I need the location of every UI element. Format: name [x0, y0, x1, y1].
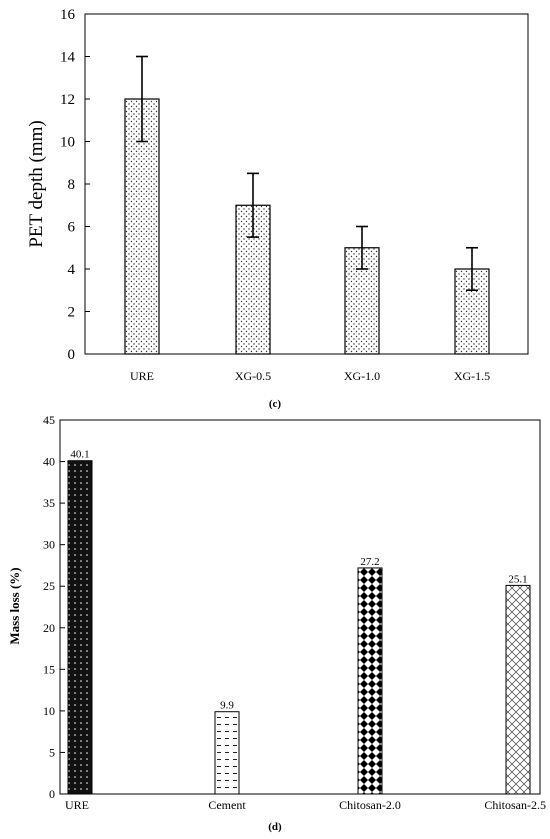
chart-c-x-tick-label: XG-1.0: [344, 369, 380, 383]
chart-d-data-label: 40.1: [70, 449, 89, 461]
chart-d-x-tick-label: Chitosan-2.0: [339, 798, 401, 812]
chart-d-caption: (d): [268, 821, 282, 833]
chart-d-bar: [357, 567, 383, 795]
chart-c-error-bar: [356, 225, 368, 270]
chart-d-bars: [67, 460, 531, 795]
chart-d-y-tick-label: 25: [43, 579, 55, 593]
chart-d-y-tick-label: 15: [43, 662, 55, 676]
chart-c-x-tick-label: XG-1.5: [454, 369, 490, 383]
chart-d-bar: [505, 584, 531, 795]
chart-c-y-tick-label: 8: [68, 177, 76, 193]
chart-d-data-label: 9.9: [220, 700, 234, 712]
chart-c-y-tick-label: 2: [68, 305, 76, 321]
chart-d-data-label: 25.1: [508, 573, 527, 585]
chart-d-y-tick-label: 0: [49, 787, 55, 801]
chart-d-x-tick-label: Chitosan-2.5: [484, 798, 546, 812]
chart-c-y-tick-label: 0: [68, 347, 76, 363]
chart-d: 40.1 9.9 27.2 25.1 0 5 10 15 20 25 30 35 40 45 URE Ce…: [7, 413, 546, 833]
chart-c-y-tick-label: 10: [60, 135, 75, 151]
chart-d-y-tick-label: 35: [43, 496, 55, 510]
chart-c-error-bar: [247, 172, 259, 238]
chart-c-x-tick-labels: URE XG-0.5 XG-1.0 XG-1.5: [130, 369, 490, 383]
chart-d-plot-frame: [59, 419, 541, 795]
chart-c-error-bar: [466, 246, 478, 292]
chart-d-y-ticks: 0 5 10 15 20 25 30 35 40 45: [43, 413, 65, 801]
chart-c-error-bar: [136, 55, 148, 143]
chart-c-y-tick-label: 4: [68, 262, 76, 278]
chart-d-y-tick-label: 20: [43, 621, 55, 635]
chart-c-y-tick-label: 12: [60, 92, 75, 108]
chart-d-x-tick-label: URE: [65, 798, 89, 812]
chart-d-data-label: 27.2: [360, 556, 379, 568]
chart-d-x-tick-labels: URE Cement Chitosan-2.0 Chitosan-2.5: [65, 798, 546, 812]
chart-c-bar: [454, 268, 490, 355]
chart-d-data-labels: 40.1 9.9 27.2 25.1: [70, 449, 527, 712]
chart-c-plot-frame: [84, 13, 529, 355]
chart-c-x-tick-label: URE: [130, 369, 154, 383]
chart-c-y-axis-label: PET depth (mm): [26, 120, 47, 247]
chart-d-y-tick-label: 10: [43, 704, 55, 718]
chart-c-caption: (c): [269, 398, 282, 410]
chart-d-y-tick-label: 45: [43, 413, 55, 427]
chart-c-y-tick-label: 14: [60, 50, 76, 66]
chart-d-y-axis-label: Mass loss (%): [7, 567, 22, 644]
chart-c-error-bars: [136, 55, 478, 292]
chart-d-x-tick-label: Cement: [208, 798, 246, 812]
chart-c-bars: [124, 98, 490, 355]
chart-d-y-tick-label: 5: [49, 745, 55, 759]
chart-c-y-tick-label: 16: [60, 7, 76, 23]
chart-d-bar: [214, 711, 240, 795]
chart-c-y-tick-label: 6: [68, 220, 76, 236]
chart-d-bar: [67, 460, 93, 795]
chart-d-y-tick-label: 40: [43, 455, 55, 469]
chart-c-x-tick-label: XG-0.5: [235, 369, 271, 383]
chart-d-y-tick-label: 30: [43, 538, 55, 552]
chart-c: 0 2 4 6 8 10 12 14 16 URE XG-0.5 XG-1.0 XG-1.5 PET …: [26, 7, 529, 410]
chart-c-y-ticks: 0 2 4 6 8 10 12 14 16: [60, 7, 90, 363]
